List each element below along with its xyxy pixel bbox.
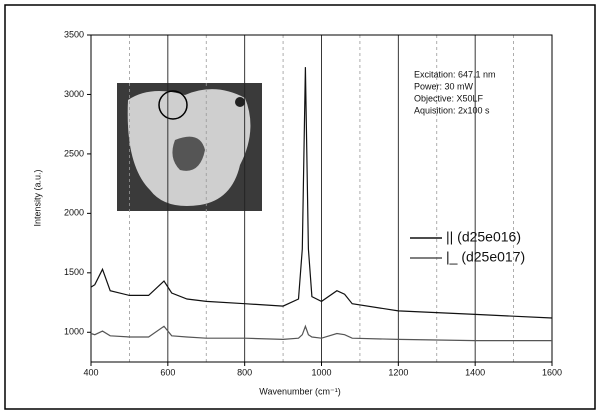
x-tick-label: 800 bbox=[237, 367, 252, 377]
x-tick-label: 600 bbox=[160, 367, 175, 377]
legend-label: |_ (d25e017) bbox=[446, 249, 525, 265]
x-tick-label: 1000 bbox=[311, 367, 331, 377]
y-axis-label: Intensity (a.u.) bbox=[32, 169, 42, 226]
x-tick-label: 400 bbox=[83, 367, 98, 377]
x-tick-label: 1200 bbox=[388, 367, 408, 377]
y-tick-label: 1500 bbox=[64, 267, 84, 277]
series-line bbox=[90, 324, 552, 342]
annotation: Excitation: 647.1 nm bbox=[414, 69, 496, 79]
y-tick-label: 2000 bbox=[64, 208, 84, 218]
y-tick-label: 2500 bbox=[64, 148, 84, 158]
annotation: Objective: X50LF bbox=[414, 93, 484, 103]
frame bbox=[4, 4, 596, 410]
y-tick-label: 3000 bbox=[64, 89, 84, 99]
annotation: Power: 30 mW bbox=[414, 81, 474, 91]
y-tick-label: 1000 bbox=[64, 327, 84, 337]
annotation: Aquisition: 2x100 s bbox=[414, 105, 490, 115]
inset-photo bbox=[117, 83, 262, 211]
x-tick-label: 1600 bbox=[542, 367, 562, 377]
series-line bbox=[90, 67, 553, 319]
y-tick-label: 3500 bbox=[64, 29, 84, 39]
legend-label: || (d25e016) bbox=[446, 229, 521, 245]
x-axis-label: Wavenumber (cm⁻¹) bbox=[259, 386, 340, 396]
x-tick-label: 1400 bbox=[465, 367, 485, 377]
plot-frame bbox=[90, 34, 553, 363]
